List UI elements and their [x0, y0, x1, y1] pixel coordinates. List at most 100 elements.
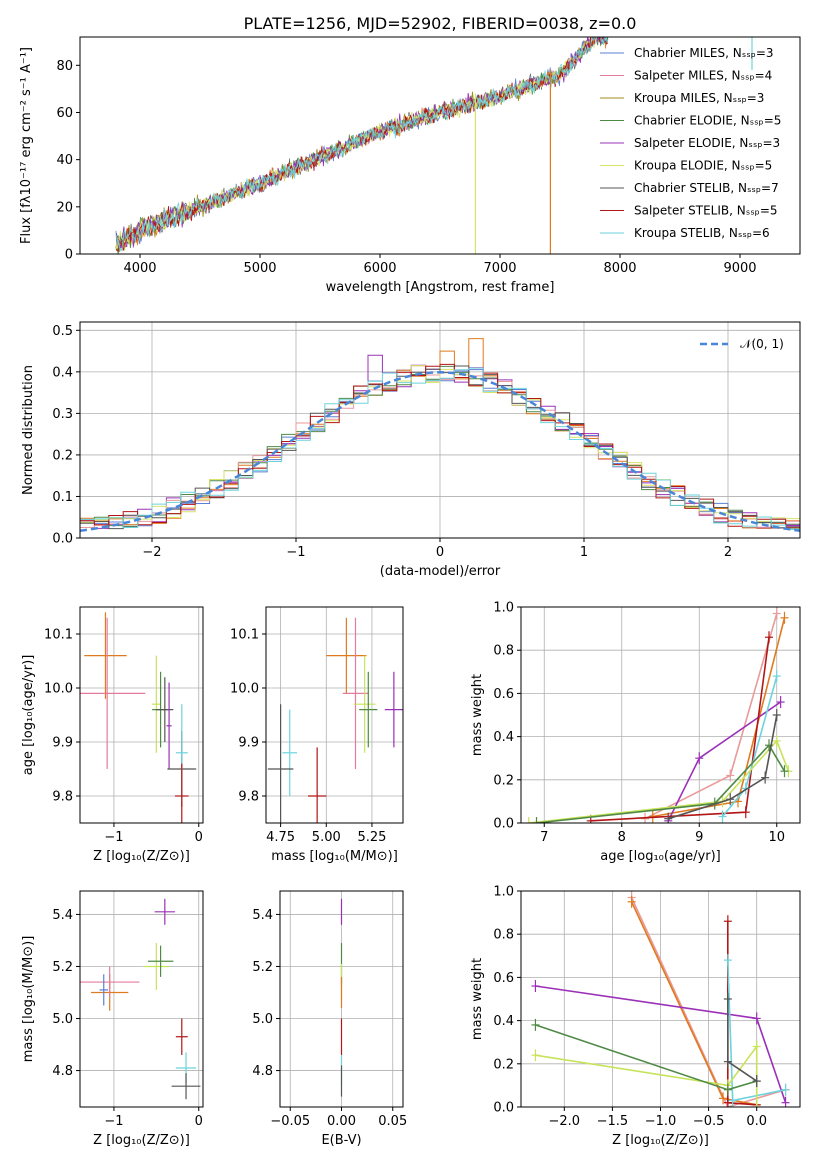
errorbar-point	[84, 612, 127, 699]
y-tick-label: 0.5	[52, 324, 73, 339]
axes-frame	[520, 606, 801, 824]
errorbar-point	[326, 617, 367, 694]
errorbar-point	[143, 943, 170, 990]
panel-spectrum: 4000 5000 6000 7000 8000 9000 0 20 40 60 80 wavelen…	[19, 36, 801, 295]
y-tick-label: 0.0	[493, 817, 514, 832]
axes-frame	[79, 36, 801, 255]
weight-series	[668, 714, 778, 820]
plot-area	[115, 37, 753, 254]
x-tick-label: 8	[618, 830, 626, 845]
x-axis-label: E(B-V)	[321, 1133, 361, 1148]
y-axis-label: mass weight	[470, 958, 485, 1040]
legend-label: Chabrier MILES, Nₛₛₚ=3	[634, 46, 774, 60]
x-tick-label: 1	[580, 545, 588, 560]
errorbar-point	[80, 617, 146, 769]
plot-area	[80, 338, 800, 532]
y-tick-label: 9.9	[52, 736, 73, 751]
y-tick-label: 0.4	[52, 365, 73, 380]
panel-mass_weight_vs_age: 7 8 9 10 0.0 0.2 0.4 0.6 0.8 1.0 age [log₁₀(age/yr…	[470, 601, 801, 864]
legend-label: 𝒩(0, 1)	[740, 337, 784, 351]
plot-area	[267, 617, 403, 823]
errorbar-point	[175, 1018, 188, 1055]
x-tick-label: −1.0	[645, 1114, 677, 1129]
histogram-series	[80, 365, 800, 530]
y-tick-label: 20	[56, 200, 73, 215]
y-tick-label: 5.2	[52, 960, 73, 975]
y-tick-label: 5.4	[252, 908, 273, 923]
y-tick-label: 1.0	[493, 885, 514, 900]
weight-series	[535, 1024, 757, 1091]
panel-mass_vs_EBV: −0.05 0.00 0.05 4.8 5.0 5.2 5.4 E(B-V)	[252, 890, 407, 1148]
errorbar-point	[156, 677, 174, 742]
errorbar-point	[152, 655, 161, 753]
legend-label: Chabrier STELIB, Nₛₛₚ=7	[634, 181, 779, 195]
y-tick-label: 10.1	[44, 628, 73, 643]
y-tick-label: 0.2	[52, 448, 73, 463]
y-tick-label: 0.8	[493, 644, 514, 659]
legend-label: Salpeter ELODIE, Nₛₛₚ=3	[634, 136, 780, 150]
panel-residuals: −2 −1 0 1 2 0.0 0.1 0.2 0.3 0.4 0.5 (data-model)/er…	[21, 321, 801, 579]
plot-area	[80, 612, 197, 823]
y-axis-label: mass [log₁₀(M/M⊙)]	[21, 936, 36, 1063]
x-tick-label: 7000	[483, 261, 516, 276]
legend-label: Salpeter MILES, Nₛₛₚ=4	[634, 69, 772, 83]
y-tick-label: 1.0	[493, 601, 514, 616]
histogram-series	[80, 365, 800, 523]
figure-title: PLATE=1256, MJD=52902, FIBERID=0038, z=0…	[244, 14, 637, 33]
x-axis-label: Z [log₁₀(Z/Z⊙)]	[612, 1133, 709, 1148]
x-tick-label: 0	[436, 545, 444, 560]
legend: 𝒩(0, 1)	[700, 337, 784, 351]
x-tick-label: 9	[695, 830, 703, 845]
x-tick-label: 5.00	[312, 830, 341, 845]
panel-mass_vs_Z: −1 0 4.8 5.0 5.2 5.4 Z [log₁₀(Z/Z⊙)] mass [log₁…	[21, 890, 204, 1148]
x-tick-label: −1	[104, 830, 123, 845]
axes-frame	[265, 606, 404, 824]
axes-frame	[79, 890, 204, 1108]
legend-label: Chabrier ELODIE, Nₛₛₚ=5	[634, 114, 781, 128]
y-axis-label: age [log₁₀(age/yr)]	[21, 655, 36, 776]
x-tick-label: 8000	[603, 261, 636, 276]
weight-series	[528, 739, 790, 823]
errorbar-point	[99, 974, 108, 1006]
y-tick-label: 0	[65, 248, 73, 263]
y-tick-label: 0.0	[493, 1101, 514, 1116]
x-axis-label: wavelength [Angstrom, rest frame]	[326, 280, 555, 295]
errorbar-point	[384, 671, 403, 748]
x-tick-label: 4000	[123, 261, 156, 276]
x-tick-label: −1	[286, 545, 305, 560]
x-tick-label: −0.05	[270, 1114, 310, 1129]
weight-series	[630, 897, 786, 1107]
errorbar-point	[308, 747, 327, 823]
y-tick-label: 0.2	[493, 1057, 514, 1072]
y-tick-label: 80	[56, 59, 73, 74]
y-tick-label: 0.6	[493, 971, 514, 986]
y-tick-label: 10.1	[230, 628, 259, 643]
y-tick-label: 0.8	[493, 928, 514, 943]
y-tick-label: 0.2	[493, 773, 514, 788]
plot-area	[531, 891, 790, 1107]
y-axis-label: mass weight	[470, 674, 485, 756]
x-tick-label: 5000	[243, 261, 276, 276]
y-tick-label: 0.4	[493, 730, 514, 745]
errorbar-point	[282, 709, 298, 796]
errorbar-point	[175, 763, 189, 823]
normal-curve	[80, 371, 800, 532]
x-tick-label: 4.75	[266, 830, 295, 845]
x-tick-label: 10	[768, 830, 785, 845]
y-tick-label: 4.8	[252, 1064, 273, 1079]
y-tick-label: 0.4	[493, 1014, 514, 1029]
panel-mass_weight_vs_Z: −2.0 −1.5 −1.0 −0.5 0.0 0.0 0.2 0.4 0.6 0.8 1.0 Z […	[470, 885, 801, 1148]
x-tick-label: 9000	[723, 261, 756, 276]
x-tick-label: 5.25	[357, 830, 386, 845]
x-axis-label: Z [log₁₀(Z/Z⊙)]	[93, 1133, 190, 1148]
x-tick-label: 0	[195, 1114, 203, 1129]
errorbar-point	[166, 682, 172, 769]
x-axis-label: Z [log₁₀(Z/Z⊙)]	[93, 849, 190, 864]
legend-label: Salpeter STELIB, Nₛₛₚ=5	[634, 204, 778, 218]
x-tick-label: −1	[104, 1114, 123, 1129]
y-tick-label: 9.8	[52, 790, 73, 805]
panels: 4000 5000 6000 7000 8000 9000020406080wavelen…	[19, 36, 801, 1148]
y-axis-label: Flux [fλ10⁻¹⁷ erg cm⁻² s⁻¹ A⁻¹]	[19, 47, 34, 244]
x-tick-label: −2	[142, 545, 161, 560]
